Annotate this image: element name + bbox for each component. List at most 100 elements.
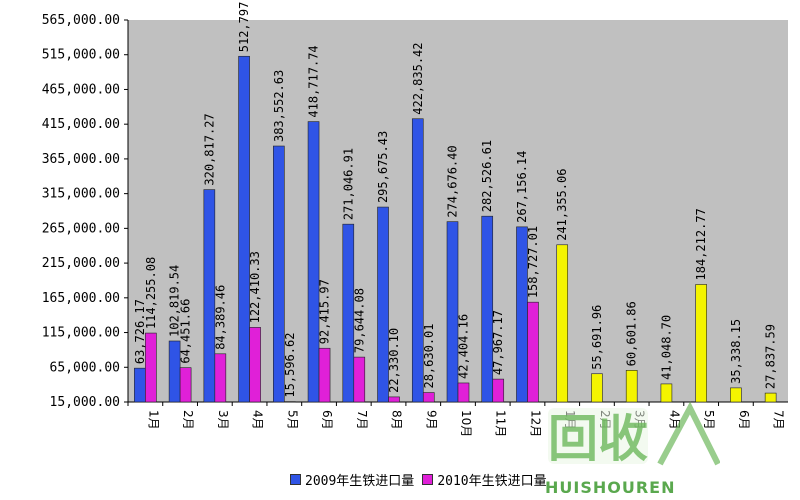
huishouren-watermark-logo: 回收 [548,401,720,468]
data-label-series-2-14: 60,601.86 [625,301,639,366]
data-label-series-0-5: 418,717.74 [307,45,321,117]
data-label-series-0-2: 320,817.27 [202,113,216,185]
y-tick-label: 565,000.00 [42,13,120,28]
data-label-series-0-4: 383,552.63 [272,70,286,142]
data-label-series-1-2: 84,389.46 [213,285,227,350]
bar-series-0-4 [273,145,285,403]
data-label-series-0-7: 295,675.43 [376,131,390,203]
y-axis: 565,000.00 515,000.00 465,000.00 415,000.00… [42,13,128,410]
data-label-series-2-13: 55,691.96 [590,305,604,370]
data-label-series-1-10: 47,967.17 [491,310,505,375]
bar-series-1-8 [422,392,435,403]
bar-series-1-9 [457,382,470,403]
bar-series-2-14 [625,370,638,403]
bar-series-1-11 [527,301,539,403]
x-tick-label: 11月 [494,410,508,437]
bar-series-0-8 [411,118,424,403]
bar-series-1-6 [353,356,366,403]
y-tick-label: 165,000.00 [42,291,120,306]
data-label-series-1-6: 79,644.08 [352,288,366,353]
x-tick-label: 6月 [320,410,334,430]
x-tick-label: 1月 [146,410,160,430]
y-tick-label: 415,000.00 [42,117,120,132]
bar-series-2-17 [730,387,742,403]
bar-series-2-18 [764,392,777,403]
bar-series-1-1 [179,367,192,403]
bar-series-0-3 [238,55,250,403]
data-label-series-1-3: 122,410.33 [248,251,262,323]
legend: 2009年生铁进口量 2010年生铁进口量 [290,470,547,489]
bars [134,55,777,403]
data-label-series-0-10: 282,526.61 [480,140,494,212]
x-tick-label: 7月 [772,410,786,430]
bar-series-2-16 [695,284,707,403]
bar-series-2-15 [660,383,673,403]
x-tick-label: 3月 [216,410,230,430]
svg-text:回收: 回收 [548,410,648,468]
legend-label-2010: 2010年生铁进口量 [437,474,547,489]
bar-series-1-0 [145,332,157,403]
legend-swatch-2010 [422,474,434,485]
legend-swatch-2009 [290,474,301,485]
watermark-text: HUISHOUREN [545,478,676,497]
data-label-series-0-9: 274,676.40 [446,145,460,217]
bar-series-0-2 [203,189,216,403]
y-tick-label: 365,000.00 [42,152,120,167]
bar-series-0-0 [134,367,146,403]
data-label-series-2-18: 27,837.59 [764,324,778,389]
bar-series-1-7 [388,396,400,403]
bar-series-0-5 [307,121,320,403]
bar-series-1-5 [318,347,331,403]
data-label-series-0-11: 267,156.14 [515,151,529,223]
data-label-series-0-3: 512,797.14 [237,0,251,52]
x-tick-label: 7月 [355,410,369,430]
x-tick-label: 6月 [737,410,751,430]
legend-item-2010: 2010年生铁进口量 [422,470,547,489]
data-label-series-0-8: 422,835.42 [411,42,425,114]
x-tick-label: 12月 [528,410,542,437]
y-tick-label: 215,000.00 [42,256,120,271]
data-label-series-0-1: 102,819.54 [168,265,182,337]
bar-series-2-12 [556,244,569,403]
x-tick-label: 5月 [285,410,299,430]
data-label-series-1-0: 114,255.08 [144,257,158,329]
data-label-series-1-9: 42,404.16 [457,314,471,379]
bar-series-0-7 [377,206,389,403]
data-label-series-2-16: 184,212.77 [694,208,708,280]
x-tick-label: 2月 [181,410,195,430]
y-tick-label: 315,000.00 [42,187,120,202]
y-tick-label: 265,000.00 [42,221,120,236]
data-label-series-2-12: 241,355.06 [555,169,569,241]
x-tick-label: 5月 [702,410,716,430]
bar-series-0-9 [446,221,459,403]
y-tick-label: 115,000.00 [42,326,120,341]
x-tick-label: 9月 [424,410,438,430]
y-tick-label: 465,000.00 [42,82,120,97]
bar-series-1-2 [214,353,227,403]
x-tick-label: 10月 [459,410,473,437]
data-label-series-2-17: 35,338.15 [729,319,743,384]
bar-series-1-3 [249,327,261,403]
bar-series-0-6 [342,223,355,403]
y-tick-label: 15,000.00 [50,395,120,410]
bar-series-2-13 [591,373,603,403]
legend-item-2009: 2009年生铁进口量 [290,470,414,489]
legend-label-2009: 2009年生铁进口量 [305,474,415,489]
data-label-series-0-0: 63,726.17 [133,299,147,364]
y-tick-label: 515,000.00 [42,48,120,63]
data-label-series-1-8: 28,630.01 [422,324,436,389]
data-label-series-1-4: 15,596.62 [283,333,297,398]
bar-series-1-10 [492,378,505,403]
y-tick-label: 65,000.00 [50,360,120,375]
x-tick-label: 8月 [390,410,404,430]
data-label-series-0-6: 271,046.91 [341,148,355,220]
data-label-series-1-5: 92,415.97 [318,279,332,344]
x-tick-label: 4月 [251,410,265,430]
data-label-series-1-11: 158,727.01 [526,226,540,298]
data-label-series-1-7: 22,330.10 [387,328,401,393]
bar-series-0-10 [481,215,494,403]
data-label-series-2-15: 41,048.70 [659,315,673,380]
data-label-series-1-1: 64,451.66 [179,299,193,364]
